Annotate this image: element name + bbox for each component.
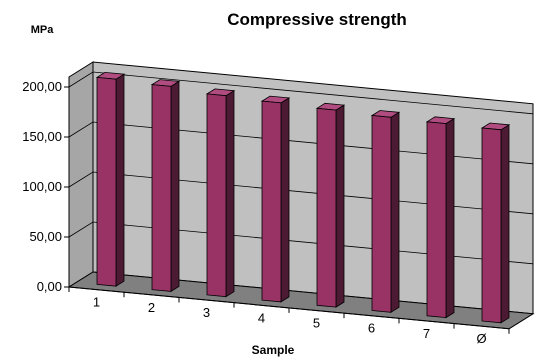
plot-area: 0,00 50,00 100,00 150,00 200,00 1 2 3 4 5 6 7 Ø (22, 61, 535, 346)
bar-side (445, 117, 455, 319)
bar (426, 121, 447, 319)
x-tick-label: 3 (203, 305, 210, 320)
bar (316, 107, 337, 308)
y-tick-label: 150,00 (22, 129, 62, 144)
bar-side (170, 80, 180, 293)
gridline (68, 71, 534, 115)
x-tick-label: 2 (148, 300, 155, 315)
y-tick-label: 200,00 (22, 79, 62, 94)
x-tick-label: 6 (368, 321, 375, 336)
chart-title: Compressive strength (227, 10, 407, 29)
x-tick-label: 1 (93, 295, 100, 310)
bar (206, 93, 227, 298)
y-axis-unit: MPa (31, 24, 55, 36)
bar-side (115, 73, 125, 287)
bar-side (225, 89, 235, 298)
bar (371, 115, 392, 313)
x-axis-title: Sample (252, 343, 295, 357)
bar (481, 127, 502, 324)
y-tick-label: 0,00 (37, 279, 62, 294)
x-tick-label: 5 (313, 316, 320, 331)
x-tick-label: 7 (423, 326, 430, 341)
y-tick-label: 100,00 (22, 179, 62, 194)
bar (151, 84, 172, 292)
bar (96, 76, 117, 287)
bar-side (500, 124, 510, 324)
y-tick-label: 50,00 (29, 229, 62, 244)
bar (261, 100, 282, 303)
x-tick-label: 4 (258, 310, 265, 325)
x-tick-label: Ø (476, 331, 486, 346)
bar-side (280, 97, 290, 303)
bar-side (335, 104, 345, 308)
bar-side (390, 111, 400, 314)
